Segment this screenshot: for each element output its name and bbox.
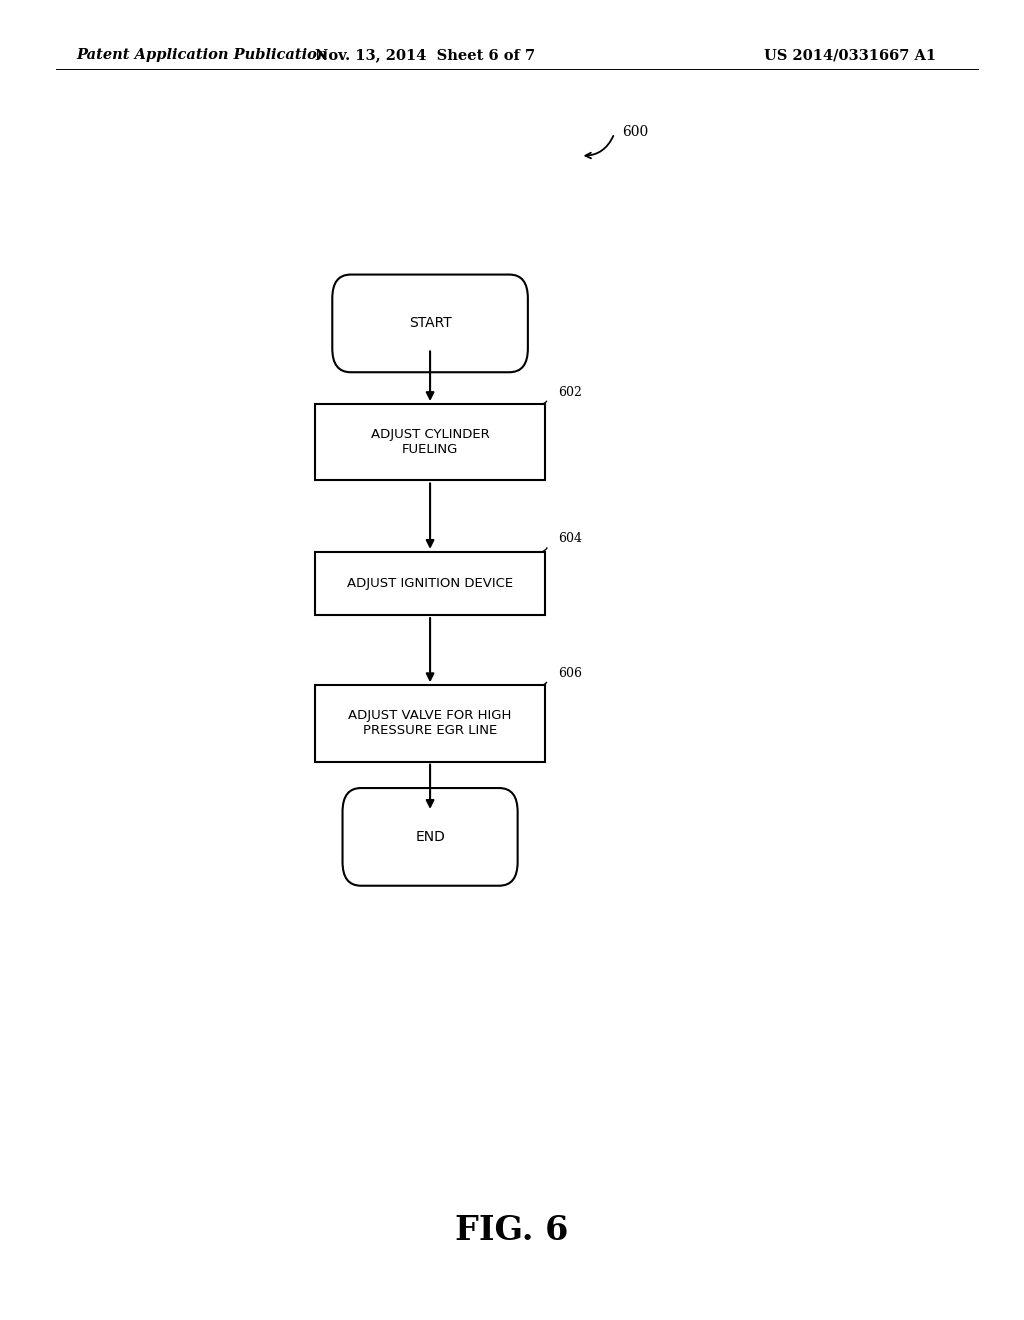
Text: US 2014/0331667 A1: US 2014/0331667 A1 <box>764 49 936 62</box>
Bar <box>315 685 545 762</box>
FancyBboxPatch shape <box>342 788 517 886</box>
Text: Nov. 13, 2014  Sheet 6 of 7: Nov. 13, 2014 Sheet 6 of 7 <box>315 49 535 62</box>
Text: ADJUST CYLINDER
FUELING: ADJUST CYLINDER FUELING <box>371 428 489 457</box>
Text: END: END <box>415 830 445 843</box>
Text: START: START <box>409 317 452 330</box>
Bar <box>315 552 545 615</box>
Bar <box>315 404 545 480</box>
Text: 604: 604 <box>558 532 582 545</box>
Text: 606: 606 <box>558 667 582 680</box>
FancyBboxPatch shape <box>332 275 528 372</box>
Text: ADJUST IGNITION DEVICE: ADJUST IGNITION DEVICE <box>347 577 513 590</box>
Text: 600: 600 <box>623 125 649 139</box>
Text: FIG. 6: FIG. 6 <box>456 1214 568 1246</box>
Text: ADJUST VALVE FOR HIGH
PRESSURE EGR LINE: ADJUST VALVE FOR HIGH PRESSURE EGR LINE <box>348 709 512 738</box>
Text: Patent Application Publication: Patent Application Publication <box>77 49 329 62</box>
Text: 602: 602 <box>558 385 582 399</box>
